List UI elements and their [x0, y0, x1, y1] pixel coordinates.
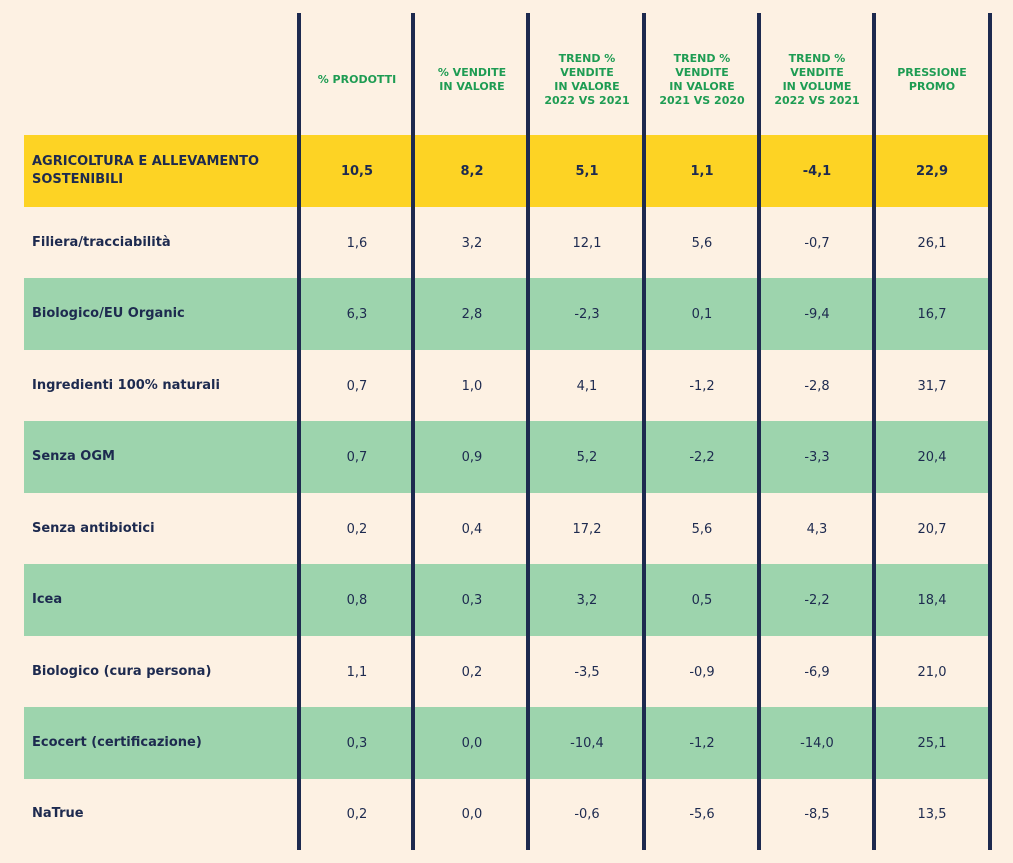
- cell-trend-valore-21: -5,6: [689, 806, 715, 822]
- col-header-trend-volume-22-21: TREND % VENDITE IN VOLUME 2022 VS 2021: [774, 52, 860, 107]
- cell-trend-volume: -2,2: [804, 592, 830, 608]
- cell-trend-valore-21: -1,2: [689, 735, 715, 751]
- table-row-agricoltura: AGRICOLTURA E ALLEVAMENTO SOSTENIBILI 10…: [24, 135, 989, 207]
- column-divider: [642, 13, 646, 850]
- row-label: Ecocert (certificazione): [32, 735, 202, 750]
- table-row-senza-antibiotici: Senza antibiotici 0,2 0,4 17,2 5,6 4,3 2…: [24, 493, 989, 565]
- cell-vendite-valore: 8,2: [460, 163, 484, 179]
- cell-prodotti: 0,8: [346, 592, 368, 608]
- cell-trend-volume: 4,3: [806, 521, 828, 537]
- table-row-ecocert: Ecocert (certificazione) 0,3 0,0 -10,4 -…: [24, 707, 989, 779]
- cell-vendite-valore: 2,8: [461, 306, 483, 322]
- cell-trend-valore-22: 12,1: [572, 235, 602, 251]
- cell-pressione-promo: 22,9: [915, 163, 949, 179]
- cell-pressione-promo: 20,7: [917, 521, 947, 537]
- cell-prodotti: 0,7: [346, 378, 368, 394]
- row-label: Icea: [32, 592, 63, 607]
- cell-trend-valore-22: 4,1: [576, 378, 598, 394]
- col-header-pressione-promo: PRESSIONE PROMO: [897, 66, 967, 93]
- cell-vendite-valore: 0,0: [461, 735, 483, 751]
- cell-trend-valore-22: 17,2: [572, 521, 602, 537]
- cell-vendite-valore: 0,9: [461, 449, 483, 465]
- cell-trend-valore-22: -2,3: [574, 306, 600, 322]
- cell-trend-valore-21: 0,5: [691, 592, 713, 608]
- cell-pressione-promo: 13,5: [917, 806, 947, 822]
- cell-pressione-promo: 21,0: [917, 664, 947, 680]
- row-label: Biologico/EU Organic: [32, 306, 185, 321]
- cell-vendite-valore: 3,2: [461, 235, 483, 251]
- cell-trend-volume: -14,0: [800, 735, 834, 751]
- row-label: Biologico (cura persona): [32, 664, 212, 679]
- cell-prodotti: 1,6: [346, 235, 368, 251]
- table-row-ingredienti-naturali: Ingredienti 100% naturali 0,7 1,0 4,1 -1…: [24, 350, 989, 422]
- cell-pressione-promo: 16,7: [917, 306, 947, 322]
- cell-prodotti: 6,3: [346, 306, 368, 322]
- cell-trend-valore-21: -2,2: [689, 449, 715, 465]
- cell-vendite-valore: 0,2: [461, 664, 483, 680]
- cell-vendite-valore: 0,0: [461, 806, 483, 822]
- table-row-filiera: Filiera/tracciabilità 1,6 3,2 12,1 5,6 -…: [24, 207, 989, 279]
- table-row-senza-ogm: Senza OGM 0,7 0,9 5,2 -2,2 -3,3 20,4: [24, 421, 989, 493]
- cell-trend-valore-22: -3,5: [574, 664, 600, 680]
- cell-trend-valore-22: -0,6: [574, 806, 600, 822]
- col-header-trend-valore-22-21: TREND % VENDITE IN VALORE 2022 VS 2021: [544, 52, 630, 107]
- column-divider: [757, 13, 761, 850]
- row-label: Senza OGM: [32, 449, 115, 464]
- row-label: NaTrue: [32, 806, 84, 821]
- cell-prodotti: 10,5: [340, 163, 374, 179]
- row-label: Filiera/tracciabilità: [32, 235, 171, 250]
- cell-pressione-promo: 20,4: [917, 449, 947, 465]
- cell-vendite-valore: 0,4: [461, 521, 483, 537]
- cell-trend-valore-21: 5,6: [691, 235, 713, 251]
- cell-trend-valore-22: 5,2: [576, 449, 598, 465]
- cell-trend-valore-21: 0,1: [691, 306, 713, 322]
- cell-pressione-promo: 18,4: [917, 592, 947, 608]
- cell-trend-volume: -6,9: [804, 664, 830, 680]
- cell-trend-valore-21: 5,6: [691, 521, 713, 537]
- column-divider: [872, 13, 876, 850]
- cell-trend-valore-21: -0,9: [689, 664, 715, 680]
- cell-trend-volume: -4,1: [802, 163, 832, 179]
- cell-pressione-promo: 26,1: [917, 235, 947, 251]
- cell-prodotti: 1,1: [346, 664, 368, 680]
- row-label: AGRICOLTURA E ALLEVAMENTO SOSTENIBILI: [32, 154, 260, 187]
- cell-trend-valore-21: 1,1: [690, 163, 714, 179]
- row-label: Senza antibiotici: [32, 521, 155, 536]
- cell-vendite-valore: 0,3: [461, 592, 483, 608]
- column-divider: [297, 13, 301, 850]
- cell-prodotti: 0,3: [346, 735, 368, 751]
- cell-trend-volume: -8,5: [804, 806, 830, 822]
- cell-pressione-promo: 31,7: [917, 378, 947, 394]
- cell-trend-volume: -9,4: [804, 306, 830, 322]
- cell-prodotti: 0,2: [346, 806, 368, 822]
- cell-vendite-valore: 1,0: [461, 378, 483, 394]
- column-divider: [988, 13, 992, 850]
- col-header-prodotti: % PRODOTTI: [317, 73, 397, 86]
- col-header-trend-valore-21-20: TREND % VENDITE IN VALORE 2021 VS 2020: [659, 52, 745, 107]
- cell-prodotti: 0,7: [346, 449, 368, 465]
- table-row-biologico-cura-persona: Biologico (cura persona) 1,1 0,2 -3,5 -0…: [24, 636, 989, 708]
- cell-trend-valore-21: -1,2: [689, 378, 715, 394]
- cell-trend-volume: -2,8: [804, 378, 830, 394]
- cell-trend-volume: -0,7: [804, 235, 830, 251]
- cell-trend-volume: -3,3: [804, 449, 830, 465]
- cell-trend-valore-22: 5,1: [575, 163, 599, 179]
- row-label: Ingredienti 100% naturali: [32, 378, 220, 393]
- column-divider: [526, 13, 530, 850]
- cell-pressione-promo: 25,1: [917, 735, 947, 751]
- cell-prodotti: 0,2: [346, 521, 368, 537]
- table-row-natrue: NaTrue 0,2 0,0 -0,6 -5,6 -8,5 13,5: [24, 778, 989, 850]
- col-header-vendite-valore: % VENDITE IN VALORE: [437, 66, 507, 93]
- cell-trend-valore-22: 3,2: [576, 592, 598, 608]
- table-row-icea: Icea 0,8 0,3 3,2 0,5 -2,2 18,4: [24, 564, 989, 636]
- cell-trend-valore-22: -10,4: [570, 735, 604, 751]
- table-row-biologico-eu: Biologico/EU Organic 6,3 2,8 -2,3 0,1 -9…: [24, 278, 989, 350]
- column-divider: [411, 13, 415, 850]
